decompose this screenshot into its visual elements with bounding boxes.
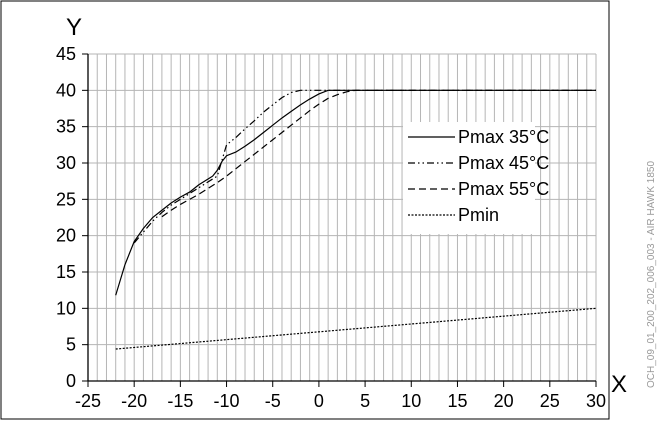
x-tick-label: -5 bbox=[265, 391, 281, 411]
x-tick-label: 5 bbox=[360, 391, 370, 411]
series-line-1 bbox=[115, 89, 596, 296]
y-tick-label: 40 bbox=[56, 80, 76, 100]
y-tick-label: 30 bbox=[56, 153, 76, 173]
legend-label-2: Pmax 45°C bbox=[458, 153, 549, 173]
series-line-3 bbox=[161, 89, 596, 218]
x-tick-label: 20 bbox=[494, 391, 514, 411]
x-tick-label: 30 bbox=[586, 391, 606, 411]
series-lines bbox=[115, 89, 597, 350]
chart-frame bbox=[0, 0, 610, 420]
y-tick-label: 45 bbox=[56, 44, 76, 64]
y-axis-label: Y bbox=[66, 14, 82, 41]
legend: Pmax 35°C Pmax 45°C Pmax 55°C Pmin bbox=[403, 122, 549, 234]
x-tick-label: 10 bbox=[401, 391, 421, 411]
axes bbox=[82, 53, 597, 387]
x-tick-label: -15 bbox=[167, 391, 193, 411]
x-tick-label: -10 bbox=[214, 391, 240, 411]
series-line-2 bbox=[133, 89, 596, 244]
x-tick-label: 25 bbox=[540, 391, 560, 411]
legend-label-4: Pmin bbox=[458, 205, 499, 225]
y-tick-label: 35 bbox=[56, 117, 76, 137]
y-tick-label: 10 bbox=[56, 298, 76, 318]
y-tick-label: 15 bbox=[56, 262, 76, 282]
legend-background bbox=[403, 122, 535, 234]
x-tick-label: -20 bbox=[121, 391, 147, 411]
x-tick-label: -25 bbox=[75, 391, 101, 411]
legend-label-1: Pmax 35°C bbox=[458, 127, 549, 147]
x-tick-labels: -25 -20 -15 -10 -5 0 5 10 15 20 25 30 bbox=[75, 391, 606, 411]
legend-label-3: Pmax 55°C bbox=[458, 179, 549, 199]
x-tick-label: 15 bbox=[447, 391, 467, 411]
y-tick-label: 25 bbox=[56, 189, 76, 209]
x-tick-label: 0 bbox=[314, 391, 324, 411]
y-tick-label: 0 bbox=[66, 371, 76, 391]
x-axis-label: X bbox=[611, 371, 627, 398]
watermark-text: OCH_09_01_200_202_006_003 - AIR HAWK 185… bbox=[646, 161, 657, 388]
y-tick-label: 5 bbox=[66, 335, 76, 355]
y-tick-labels: 0 5 10 15 20 25 30 35 40 45 bbox=[56, 44, 76, 391]
y-tick-label: 20 bbox=[56, 226, 76, 246]
